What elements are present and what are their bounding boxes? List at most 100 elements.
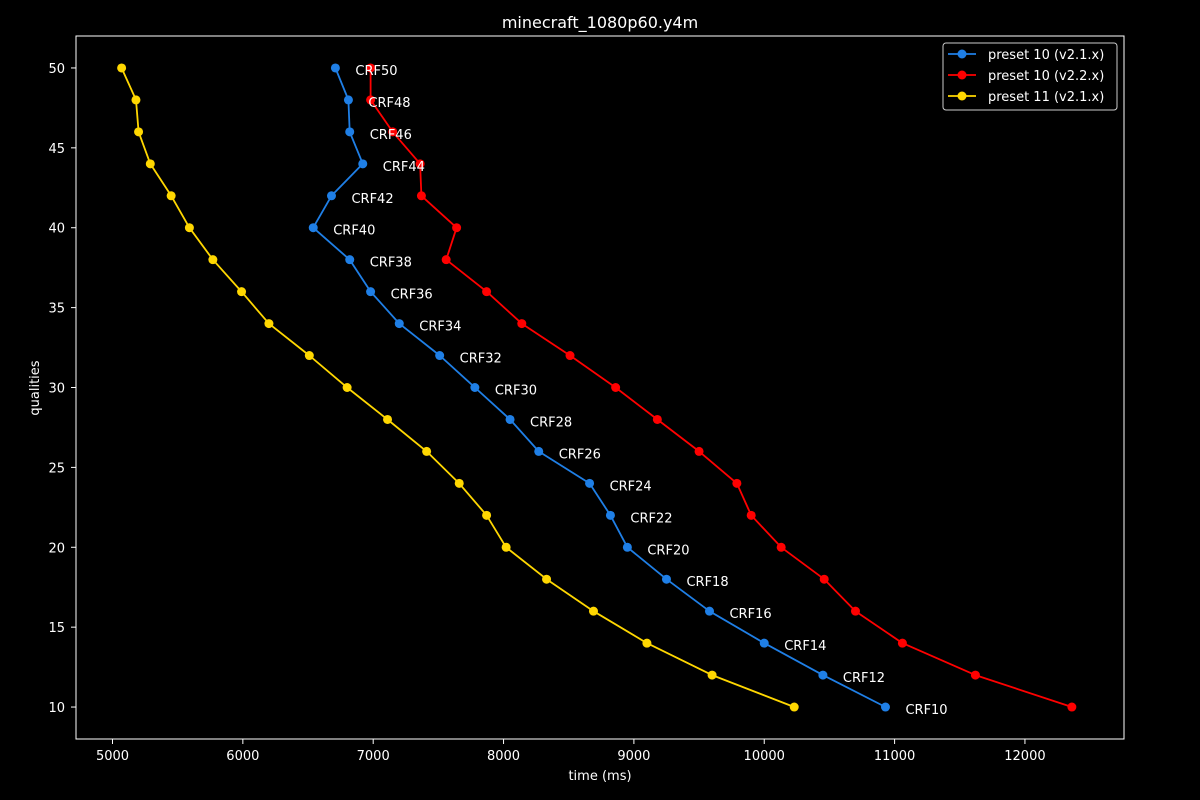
y-tick-label: 45 (48, 142, 65, 157)
series-line-3 (120, 67, 795, 708)
y-axis-label: qualities (28, 360, 43, 415)
y-tick-label: 20 (48, 541, 65, 556)
plot-area: 5000 6000 7000 8000 9000 10000 11000 12000 10 15 2… (48, 35, 1125, 764)
series-2-point (746, 510, 756, 520)
series-1-point (505, 414, 515, 424)
series-3-point (237, 287, 247, 297)
legend-swatch-marker (957, 91, 967, 101)
crf-label: CRF46 (370, 128, 412, 143)
series-2-point (611, 383, 621, 392)
series-2-point (970, 670, 980, 680)
series-2-point (366, 95, 376, 105)
legend-swatch-marker (957, 49, 967, 59)
series-2-point (776, 542, 786, 552)
crf-label: CRF24 (610, 479, 652, 494)
crf-label: CRF40 (333, 224, 375, 239)
y-tick-label: 10 (48, 701, 65, 716)
x-tick-label: 12000 (1004, 749, 1045, 764)
series-2-point (694, 446, 704, 456)
legend-label: preset 10 (v2.1.x) (988, 48, 1104, 63)
series-3-point (542, 574, 552, 584)
series-1-point (759, 638, 769, 648)
x-tick-label: 5000 (96, 749, 129, 764)
legend-box (942, 42, 1118, 111)
series-2-point (482, 287, 492, 297)
crf-label: CRF10 (905, 703, 947, 718)
crf-label: CRF28 (530, 415, 572, 430)
series-3-point (422, 446, 432, 456)
crf-label: CRF44 (383, 160, 425, 175)
crf-label: CRF26 (559, 447, 601, 462)
series-1-point (326, 191, 336, 201)
series-1-point (345, 255, 355, 265)
series-1-point (622, 542, 632, 552)
y-tick-label: 15 (48, 621, 65, 636)
series-2-point (850, 606, 860, 616)
legend-label: preset 10 (v2.2.x) (988, 69, 1104, 84)
crf-label: CRF32 (460, 352, 502, 367)
series-2-point (897, 638, 907, 648)
series-3-point (789, 702, 799, 712)
chart-title: minecraft_1080p60.y4m (502, 13, 698, 33)
series-1-point (308, 223, 318, 233)
crf-label: CRF18 (686, 575, 728, 590)
series-1-point (366, 287, 376, 297)
y-tick-label: 40 (48, 222, 65, 237)
crf-label: CRF34 (419, 320, 461, 335)
crf-label: CRF42 (351, 192, 393, 207)
series-3-point (166, 191, 176, 201)
series-2-point (415, 159, 425, 169)
series-2-point (416, 191, 426, 201)
series-1-point (358, 159, 368, 169)
series-2-point (452, 223, 462, 233)
series-2-point (732, 478, 742, 488)
series-3-point (707, 670, 717, 680)
series-3-point (304, 351, 314, 361)
series-1-point (345, 127, 355, 137)
series-3-point (117, 63, 127, 73)
series-1-point (343, 95, 353, 105)
series-3-point (208, 255, 218, 265)
x-tick-label: 6000 (226, 749, 259, 764)
series-3-point (134, 127, 144, 137)
series-3-point (184, 223, 194, 233)
series-2-point (819, 574, 829, 584)
series-1-point (534, 446, 544, 456)
series-3-point (482, 510, 492, 520)
crf-label: CRF20 (647, 543, 689, 558)
series-1-point (470, 383, 480, 392)
crf-label: CRF50 (355, 64, 397, 79)
legend-swatch-marker (957, 70, 967, 80)
series-1-point (585, 478, 595, 488)
crf-label: CRF30 (495, 384, 537, 399)
y-tick-label: 50 (48, 62, 65, 77)
series-3-point (145, 159, 155, 169)
x-axis-label: time (ms) (568, 769, 631, 784)
series-1-point (880, 702, 890, 712)
x-tick-label: 10000 (744, 749, 785, 764)
crf-label: CRF12 (843, 671, 885, 686)
legend: preset 10 (v2.1.x) preset 10 (v2.2.x) pres… (942, 42, 1118, 111)
series-2-point (388, 127, 398, 137)
series-3-point (588, 606, 598, 616)
crf-label: CRF16 (729, 607, 771, 622)
crf-label: CRF36 (391, 288, 433, 303)
y-tick-label: 35 (48, 302, 65, 317)
series-2-point (366, 63, 376, 73)
series-3-point (131, 95, 141, 105)
series-1-point (605, 510, 615, 520)
series-3-point (383, 414, 393, 424)
series-2-point (441, 255, 451, 265)
series-1-point (394, 319, 404, 329)
crf-label: CRF14 (784, 639, 826, 654)
series-3-point (342, 383, 352, 392)
axes-frame (75, 35, 1125, 740)
series-3-point (454, 478, 464, 488)
crf-label: CRF22 (630, 511, 672, 526)
series-3-point (264, 319, 274, 329)
x-tick-label: 7000 (357, 749, 390, 764)
series-1-point (704, 606, 714, 616)
legend-label: preset 11 (v2.1.x) (988, 90, 1104, 105)
crf-label: CRF38 (370, 256, 412, 271)
